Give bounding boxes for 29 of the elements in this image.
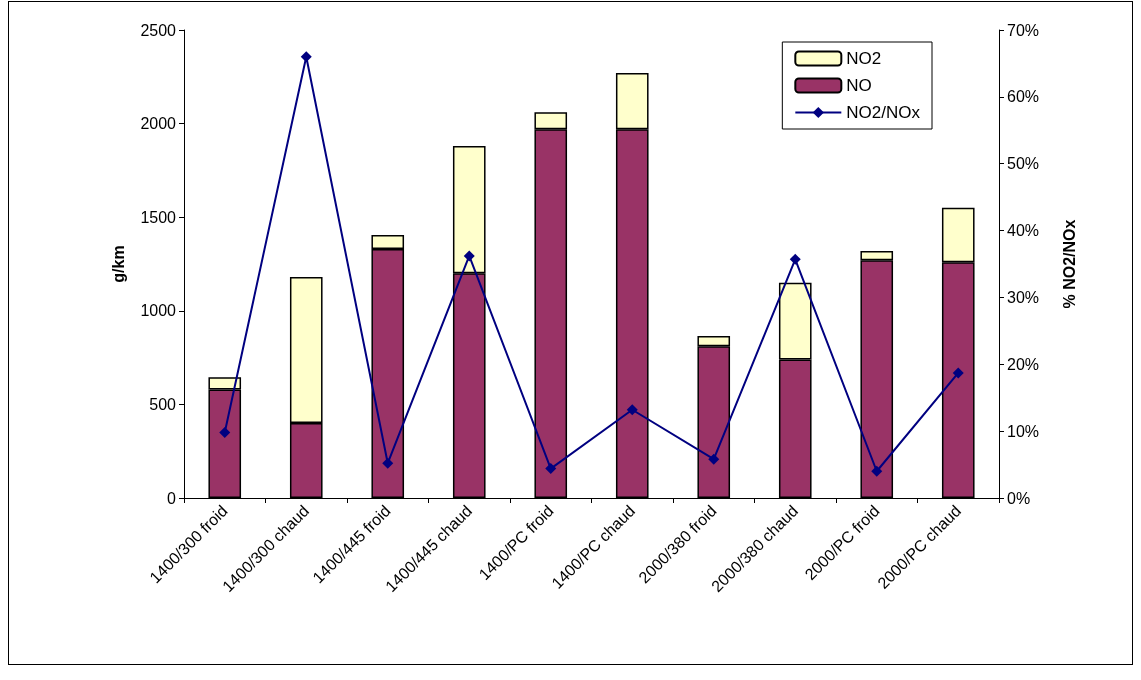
point <box>626 404 638 416</box>
y2-tick-label: 60% <box>1007 88 1040 106</box>
point <box>382 457 394 469</box>
point <box>545 463 557 475</box>
point <box>952 367 964 379</box>
y2-axis-title: % NO2/NOx <box>1060 219 1078 309</box>
y2-tick-label: 30% <box>1007 288 1040 306</box>
y-tick-label: 2500 <box>140 21 177 39</box>
y2-tick-label: 40% <box>1007 222 1040 240</box>
point <box>219 426 231 438</box>
point <box>789 253 801 265</box>
y2-tick-label: 20% <box>1007 355 1040 373</box>
y-tick-label: 500 <box>149 395 177 413</box>
y-tick-label: 1000 <box>140 302 177 320</box>
point <box>871 465 883 477</box>
y-tick-label: 0 <box>167 489 177 507</box>
y-axis-title: g/km <box>109 245 127 283</box>
point <box>463 250 475 262</box>
legend-label: NO2 <box>846 49 882 68</box>
y2-tick-label: 10% <box>1007 422 1040 440</box>
y2-tick-label: 70% <box>1007 21 1040 39</box>
point <box>300 51 312 63</box>
legend-label: NO <box>846 76 872 95</box>
y-tick-label: 2000 <box>140 115 177 133</box>
y-tick-label: 1500 <box>140 208 177 226</box>
y2-tick-label: 50% <box>1007 155 1040 173</box>
y2-tick-label: 0% <box>1007 489 1031 507</box>
point <box>708 453 720 465</box>
legend-label: NO2/NOx <box>846 103 921 122</box>
